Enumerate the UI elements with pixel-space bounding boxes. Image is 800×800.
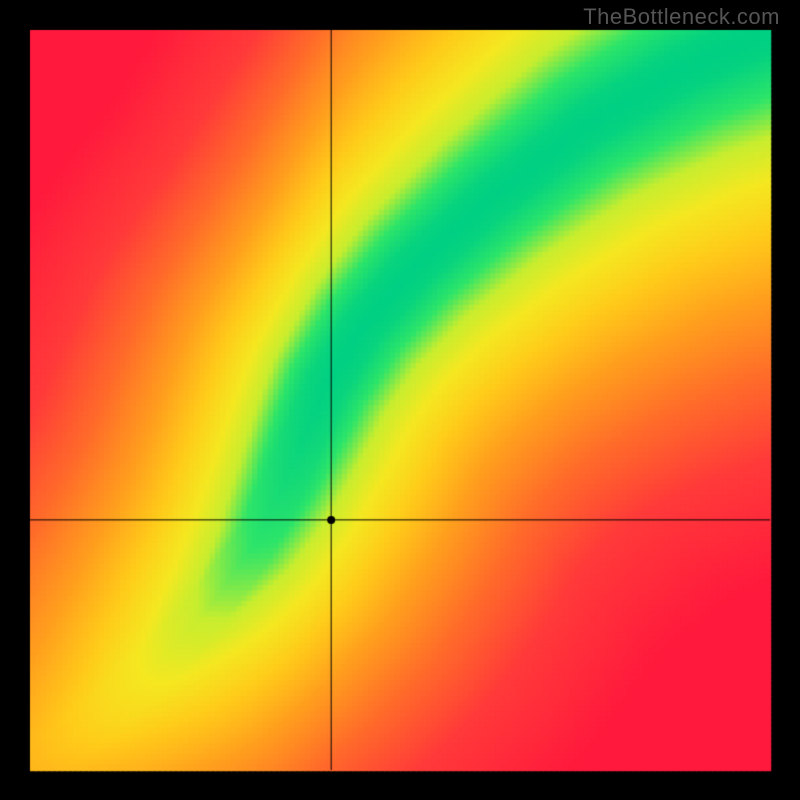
watermark-text: TheBottleneck.com xyxy=(583,4,780,30)
chart-container: TheBottleneck.com xyxy=(0,0,800,800)
bottleneck-heatmap-canvas xyxy=(0,0,800,800)
